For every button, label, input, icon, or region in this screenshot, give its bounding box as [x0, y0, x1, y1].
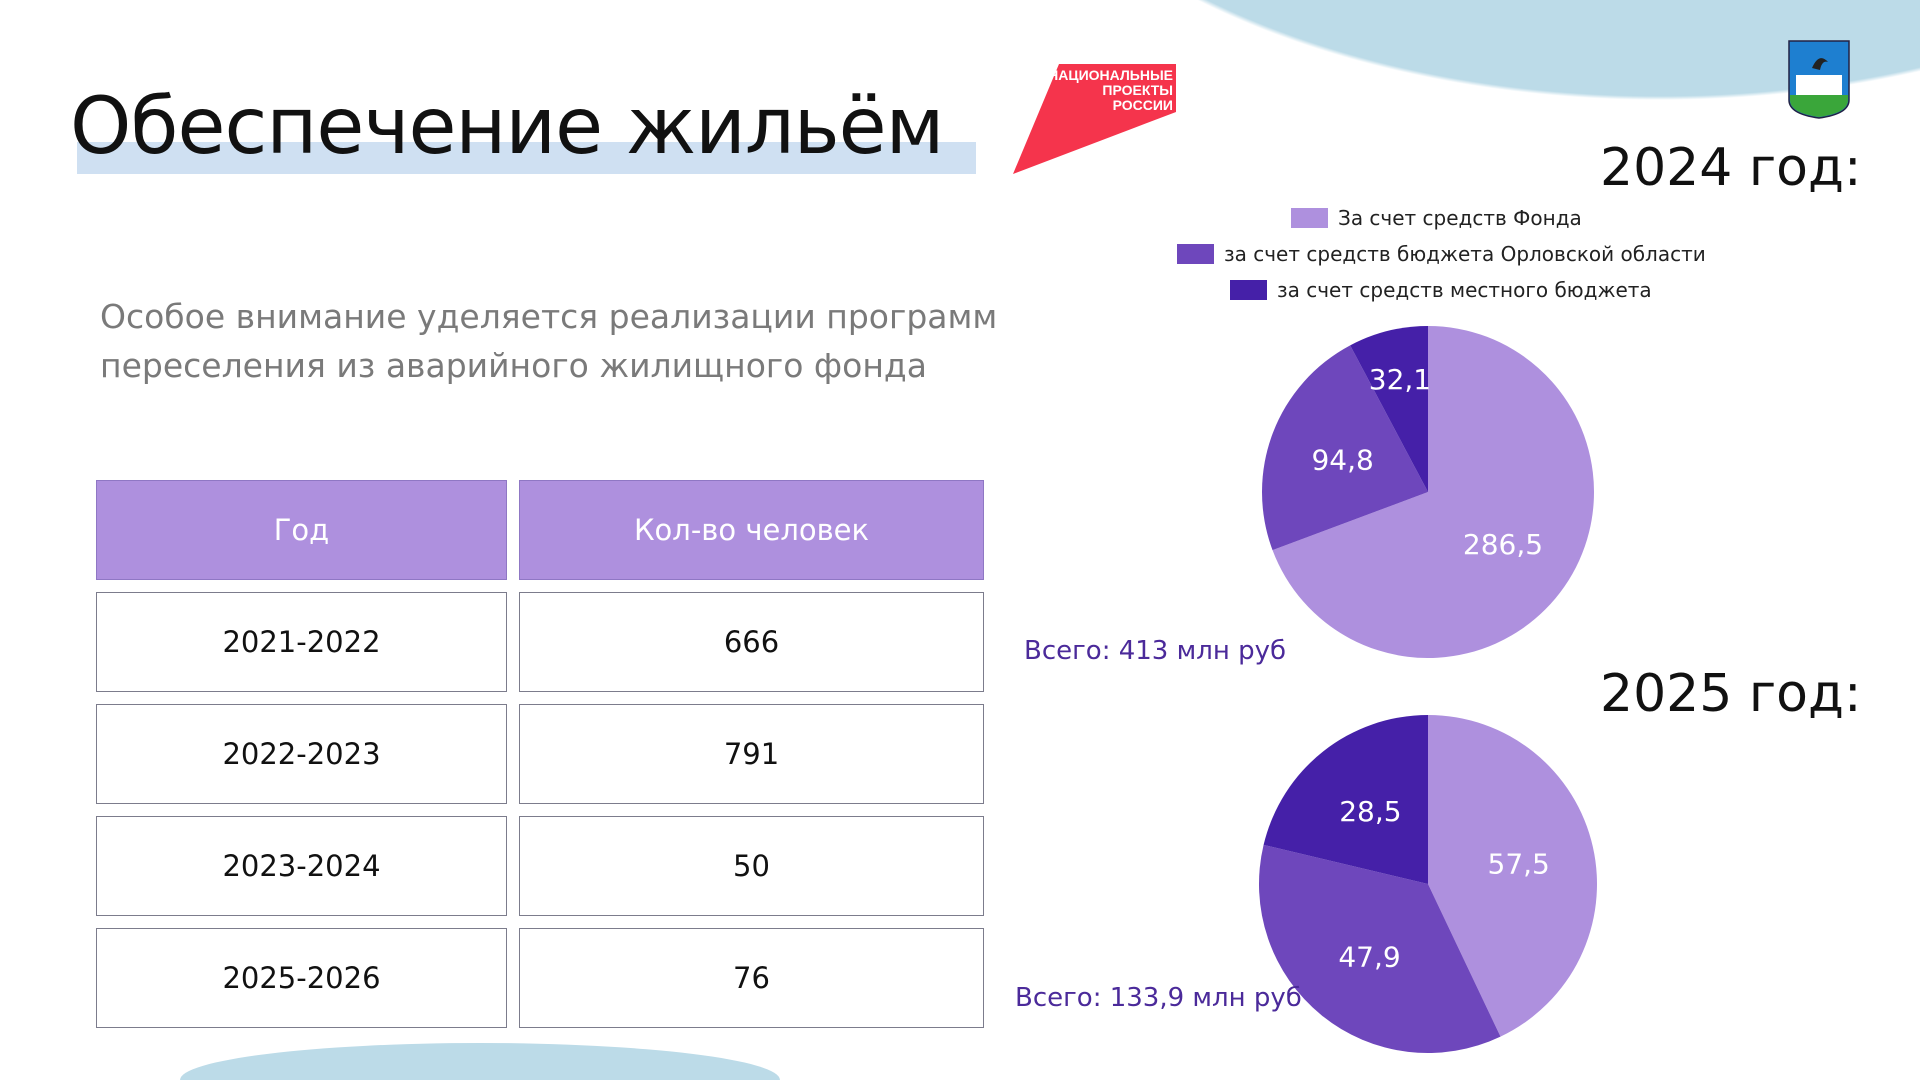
pie-data-label: 28,5	[1339, 795, 1401, 828]
cell-year: 2023-2024	[96, 816, 507, 916]
chart-2025-title: 2025 год:	[1600, 664, 1862, 724]
pie-slice	[1263, 715, 1428, 884]
cell-count: 50	[519, 816, 984, 916]
svg-text:НАЦИОНАЛЬНЫЕ: НАЦИОНАЛЬНЫЕ	[1048, 67, 1173, 83]
subtitle-text: Особое внимание уделяется реализации про…	[100, 297, 998, 385]
title-highlight	[77, 142, 976, 174]
chart-2024-title: 2024 год:	[1600, 138, 1862, 198]
table-row: 2022-2023 791	[96, 704, 984, 804]
cell-count: 76	[519, 928, 984, 1028]
page-title: Обеспечение жильём	[70, 82, 945, 172]
svg-text:РОССИИ: РОССИИ	[1113, 97, 1173, 113]
table-row: 2025-2026 76	[96, 928, 984, 1028]
table-header-row: Год Кол-во человек	[96, 480, 984, 580]
legend-swatch	[1177, 244, 1214, 264]
cell-count: 791	[519, 704, 984, 804]
header-year: Год	[96, 480, 507, 580]
decorative-wave-bottom	[180, 1043, 780, 1080]
table-row: 2021-2022 666	[96, 592, 984, 692]
pie-slice	[1259, 844, 1501, 1053]
cell-count: 666	[519, 592, 984, 692]
pie-data-label: 57,5	[1488, 848, 1550, 881]
pie-slice	[1272, 326, 1594, 658]
total-2025: Всего: 133,9 млн руб	[1015, 983, 1302, 1013]
svg-text:ПРОЕКТЫ: ПРОЕКТЫ	[1102, 82, 1173, 98]
legend-item-fund: За счет средств Фонда	[1291, 206, 1582, 230]
header-people-count: Кол-во человек	[519, 480, 984, 580]
legend-swatch	[1230, 280, 1267, 300]
pie-data-label: 47,9	[1338, 940, 1400, 973]
legend-item-region: за счет средств бюджета Орловской област…	[1177, 242, 1706, 266]
coat-of-arms-icon	[1788, 40, 1850, 119]
resettlement-table: Год Кол-во человек 2021-2022 666 2022-202…	[84, 468, 996, 1040]
national-projects-logo: НАЦИОНАЛЬНЫЕ ПРОЕКТЫ РОССИИ	[1013, 64, 1176, 174]
cell-year: 2025-2026	[96, 928, 507, 1028]
legend-label: за счет средств бюджета Орловской област…	[1224, 242, 1706, 266]
legend-swatch	[1291, 208, 1328, 228]
legend-item-local: за счет средств местного бюджета	[1230, 278, 1652, 302]
pie-slice	[1428, 715, 1597, 1037]
legend-label: за счет средств местного бюджета	[1277, 278, 1652, 302]
legend-label: За счет средств Фонда	[1338, 206, 1582, 230]
table-row: 2023-2024 50	[96, 816, 984, 916]
cell-year: 2022-2023	[96, 704, 507, 804]
pie-chart-2024: 286,5 94,8 32,1	[1262, 326, 1594, 658]
pie-data-label: 286,5	[1463, 528, 1543, 561]
pie-slice	[1262, 345, 1428, 551]
pie-chart-2025: 57,5 47,9 28,5	[1259, 715, 1597, 1053]
cell-year: 2021-2022	[96, 592, 507, 692]
total-2024: Всего: 413 млн руб	[1024, 636, 1287, 666]
pie-data-label: 32,1	[1369, 363, 1431, 396]
pie-slice	[1350, 326, 1428, 492]
pie-data-label: 94,8	[1311, 444, 1373, 477]
